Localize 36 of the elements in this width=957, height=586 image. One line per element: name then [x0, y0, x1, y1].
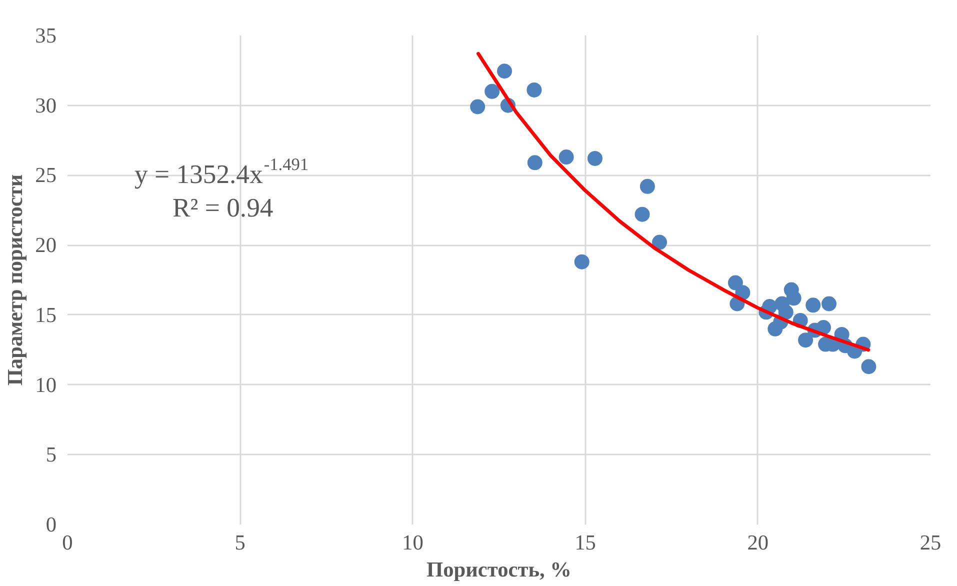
x-tick-label: 20: [747, 530, 769, 554]
x-tick-label: 5: [234, 530, 246, 554]
point: [861, 359, 876, 374]
point: [527, 155, 542, 170]
x-tick-label: 15: [574, 530, 596, 554]
y-axis-title: Параметр пористости: [3, 174, 28, 386]
point: [806, 298, 821, 313]
y-tick-label: 0: [46, 512, 57, 536]
y-tick-label: 35: [35, 24, 56, 48]
y-tick-label: 25: [35, 163, 56, 188]
point: [574, 254, 590, 270]
point: [526, 82, 542, 98]
y-tick-label: 30: [35, 93, 56, 118]
x-tick-label: 0: [62, 530, 73, 554]
x-axis-title: Пористость, %: [426, 558, 572, 582]
point: [484, 84, 500, 99]
y-tick-label: 10: [35, 372, 56, 397]
point: [558, 150, 574, 165]
point: [728, 275, 743, 290]
point: [497, 64, 512, 79]
point: [786, 290, 802, 306]
point: [822, 296, 837, 312]
annotation: R² = 0.94: [172, 192, 274, 222]
x-tick-label: 10: [402, 530, 424, 554]
point: [640, 178, 655, 194]
point: [652, 234, 668, 250]
y-tick-label: 20: [35, 233, 56, 258]
y-tick-label: 15: [35, 302, 56, 327]
point: [634, 206, 650, 222]
point: [778, 304, 794, 320]
y-tick-label: 5: [46, 442, 57, 467]
point: [470, 99, 486, 114]
point: [587, 150, 602, 166]
line-series: [476, 52, 870, 352]
x-tick-label: 25: [920, 530, 942, 554]
point: [798, 332, 814, 348]
